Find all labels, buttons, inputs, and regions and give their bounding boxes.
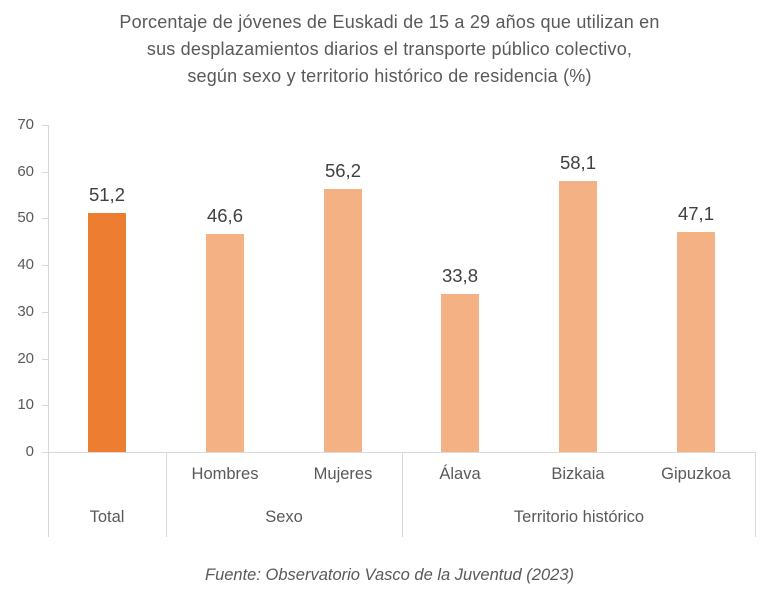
category-label-hombres: Hombres bbox=[191, 465, 259, 483]
bar-hombres bbox=[206, 234, 244, 452]
value-label-bizkaia: 58,1 bbox=[559, 152, 596, 173]
value-label-mujeres: 56,2 bbox=[324, 160, 361, 181]
category-label-mujeres: Mujeres bbox=[313, 465, 373, 483]
category-label-gipuzkoa: Gipuzkoa bbox=[661, 465, 731, 483]
value-label-hombres: 46,6 bbox=[206, 205, 243, 226]
y-axis-tick-label: 40 bbox=[17, 256, 34, 274]
bar-gipuzkoa bbox=[677, 232, 715, 452]
value-label-alava: 33,8 bbox=[441, 265, 478, 286]
chart-title: Porcentaje de jóvenes de Euskadi de 15 a… bbox=[119, 12, 660, 86]
bar-bizkaia bbox=[559, 181, 597, 452]
group-divider bbox=[166, 452, 167, 537]
y-axis-tick-mark bbox=[42, 452, 48, 453]
y-axis-tick-label: 70 bbox=[17, 116, 34, 133]
y-axis-line bbox=[48, 125, 49, 537]
y-axis-tick-mark bbox=[42, 359, 48, 360]
group-divider bbox=[402, 452, 403, 537]
axis-right-edge bbox=[755, 452, 756, 537]
group-label-sexo: Sexo bbox=[265, 508, 303, 526]
y-axis-tick-mark bbox=[42, 172, 48, 173]
value-label-total: 51,2 bbox=[88, 184, 125, 205]
y-axis-tick-label: 10 bbox=[17, 396, 34, 414]
y-axis-tick-mark bbox=[42, 218, 48, 219]
group-label-total: Total bbox=[89, 508, 125, 526]
x-axis-line bbox=[48, 452, 755, 453]
y-axis-tick-label: 50 bbox=[17, 209, 34, 227]
y-axis-tick-label: 0 bbox=[25, 443, 34, 460]
bar-mujeres bbox=[324, 189, 362, 452]
source-note: Fuente: Observatorio Vasco de la Juventu… bbox=[204, 566, 575, 584]
group-label-territorio-histórico: Territorio histórico bbox=[513, 508, 645, 526]
y-axis-tick-label: 60 bbox=[17, 162, 34, 180]
y-axis-tick-label: 20 bbox=[17, 349, 34, 367]
category-label-bizkaia: Bizkaia bbox=[551, 465, 605, 483]
y-axis-tick-mark bbox=[42, 125, 48, 126]
bar-total bbox=[88, 213, 126, 452]
y-axis-tick-mark bbox=[42, 405, 48, 406]
bar-alava bbox=[441, 294, 479, 452]
category-label-alava: Álava bbox=[439, 465, 481, 483]
y-axis-tick-mark bbox=[42, 312, 48, 313]
y-axis-tick-mark bbox=[42, 265, 48, 266]
y-axis-tick-label: 30 bbox=[17, 302, 34, 320]
value-label-gipuzkoa: 47,1 bbox=[677, 203, 714, 224]
